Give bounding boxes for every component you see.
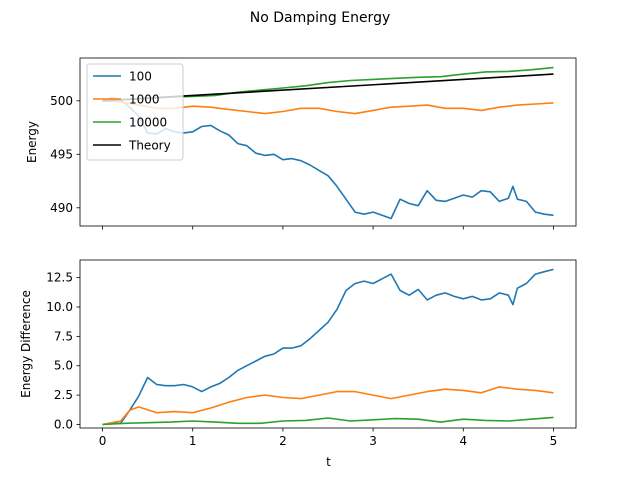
chart-title: No Damping Energy: [250, 10, 391, 26]
axes-frame: [79, 57, 577, 227]
x-tick-label: 2: [279, 434, 287, 448]
legend-label-10000: 10000: [129, 116, 167, 130]
y-tick-label: 10.0: [46, 300, 73, 314]
x-tick-label: 5: [550, 434, 558, 448]
series-line-1000: [102, 386, 554, 426]
y-tick-label: 490: [50, 201, 73, 215]
legend-label-1000: 1000: [129, 93, 160, 107]
legend-label-100: 100: [129, 70, 152, 84]
legend-box: [86, 63, 184, 161]
y-tick-label: 5.0: [54, 359, 73, 373]
series-line-100: [102, 268, 554, 426]
energy-panel: 490 495 500 Energy 100 1000 10000 Theory: [25, 57, 577, 230]
legend: 100 1000 10000 Theory: [86, 63, 184, 161]
axes-frame: [79, 259, 577, 429]
x-axis-label: t: [326, 455, 331, 469]
y-tick-label: 0.0: [54, 417, 73, 431]
y-tick-label: 12.5: [46, 271, 73, 285]
energy-difference-panel: 0 1 2 3 4 5 0.0 2.5 5.0 7.5 10.0 12.5 Energy Differe…: [19, 259, 577, 448]
legend-label-theory: Theory: [128, 139, 171, 153]
y-axis-label: Energy: [25, 121, 39, 163]
y-tick-label: 7.5: [54, 329, 73, 343]
series-lines: [102, 268, 554, 426]
series-line-10000: [102, 416, 554, 426]
y-tick-label: 2.5: [54, 388, 73, 402]
y-tick-label: 500: [50, 94, 73, 108]
x-tick-label: 0: [99, 434, 107, 448]
x-tick-label: 3: [369, 434, 377, 448]
y-tick-label: 495: [50, 147, 73, 161]
x-tick-label: 1: [189, 434, 197, 448]
x-tick-label: 4: [459, 434, 467, 448]
y-axis-label: Energy Difference: [19, 290, 33, 398]
